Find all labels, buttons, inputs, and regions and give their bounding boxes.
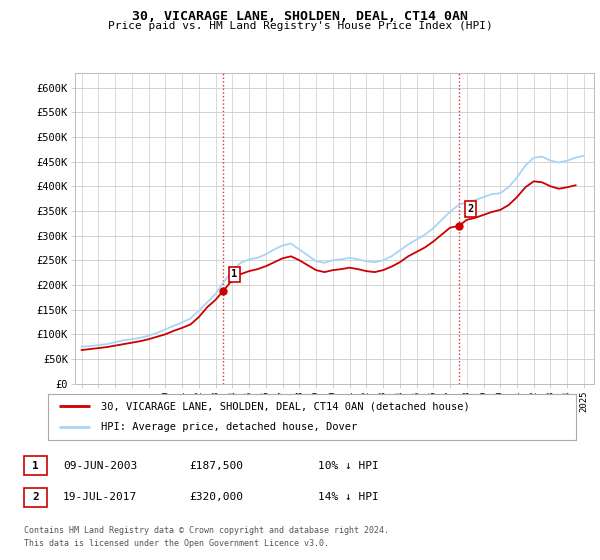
- Text: Price paid vs. HM Land Registry's House Price Index (HPI): Price paid vs. HM Land Registry's House …: [107, 21, 493, 31]
- Text: 10% ↓ HPI: 10% ↓ HPI: [318, 461, 379, 471]
- Text: 1: 1: [32, 461, 39, 471]
- Text: 30, VICARAGE LANE, SHOLDEN, DEAL, CT14 0AN: 30, VICARAGE LANE, SHOLDEN, DEAL, CT14 0…: [132, 10, 468, 23]
- Text: 19-JUL-2017: 19-JUL-2017: [63, 492, 137, 502]
- Text: 1: 1: [232, 269, 238, 279]
- Text: 30, VICARAGE LANE, SHOLDEN, DEAL, CT14 0AN (detached house): 30, VICARAGE LANE, SHOLDEN, DEAL, CT14 0…: [101, 401, 470, 411]
- Text: HPI: Average price, detached house, Dover: HPI: Average price, detached house, Dove…: [101, 422, 357, 432]
- Text: Contains HM Land Registry data © Crown copyright and database right 2024.: Contains HM Land Registry data © Crown c…: [24, 526, 389, 535]
- Text: £320,000: £320,000: [189, 492, 243, 502]
- Text: 2: 2: [467, 204, 473, 214]
- Text: 2: 2: [32, 492, 39, 502]
- Text: £187,500: £187,500: [189, 461, 243, 471]
- Text: This data is licensed under the Open Government Licence v3.0.: This data is licensed under the Open Gov…: [24, 539, 329, 548]
- Text: 14% ↓ HPI: 14% ↓ HPI: [318, 492, 379, 502]
- Text: 09-JUN-2003: 09-JUN-2003: [63, 461, 137, 471]
